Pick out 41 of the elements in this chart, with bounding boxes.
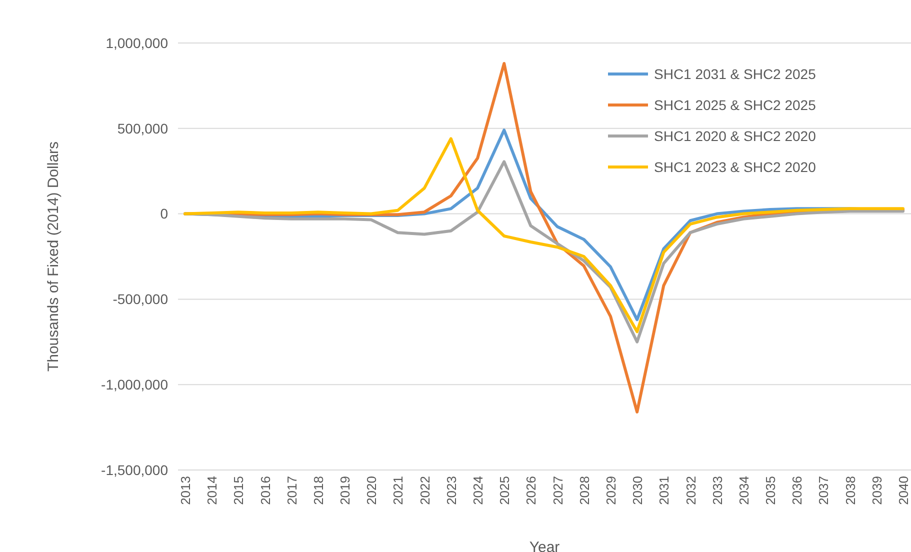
y-tick-label: 0: [160, 206, 168, 222]
x-axis-title: Year: [529, 539, 560, 552]
x-tick-label: 2020: [364, 476, 380, 505]
x-tick-label: 2038: [842, 476, 858, 505]
x-tick-label: 2013: [178, 476, 193, 505]
x-tick-label: 2025: [497, 476, 512, 505]
x-tick-label: 2017: [284, 476, 300, 505]
x-tick-label: 2018: [310, 476, 326, 505]
x-tick-label: 2035: [763, 476, 778, 505]
legend-label: SHC1 2023 & SHC2 2020: [654, 158, 816, 175]
legend-label: SHC1 2020 & SHC2 2020: [654, 128, 816, 144]
x-tick-label: 2021: [390, 476, 406, 505]
y-tick-label: 1,000,000: [106, 34, 168, 51]
x-tick-label: 2040: [896, 476, 911, 505]
x-tick-label: 2026: [524, 476, 539, 505]
y-tick-label: -1,000,000: [101, 376, 168, 392]
line-series: [184, 160, 904, 344]
x-tick-label: 2023: [444, 476, 459, 505]
x-tick-label: 2033: [710, 476, 725, 505]
x-tick-label: 2014: [204, 476, 220, 505]
x-tick-label: 2030: [630, 476, 646, 505]
x-tick-label: 2039: [869, 476, 884, 505]
y-axis-title: Thousands of Fixed (2014) Dollars: [45, 141, 62, 372]
x-tick-label: 2032: [683, 476, 698, 505]
x-tick-label: 2019: [338, 476, 353, 505]
y-tick-label: -500,000: [112, 291, 168, 308]
legend-label: SHC1 2031 & SHC2 2025: [654, 66, 816, 82]
x-tick-label: 2027: [550, 476, 566, 505]
x-tick-label: 2015: [231, 476, 246, 505]
x-tick-label: 2034: [736, 476, 752, 505]
x-tick-label: 2022: [417, 476, 432, 505]
legend-label: SHC1 2025 & SHC2 2025: [654, 96, 816, 113]
x-tick-label: 2031: [656, 476, 672, 505]
x-tick-label: 2036: [790, 476, 805, 505]
x-tick-label: 2037: [816, 476, 832, 505]
y-tick-label: 500,000: [117, 120, 168, 136]
x-tick-label: 2016: [258, 476, 273, 505]
x-tick-label: 2028: [576, 476, 592, 505]
x-tick-label: 2024: [470, 476, 486, 505]
y-tick-label: -1,500,000: [101, 462, 168, 478]
x-tick-label: 2029: [603, 476, 618, 505]
